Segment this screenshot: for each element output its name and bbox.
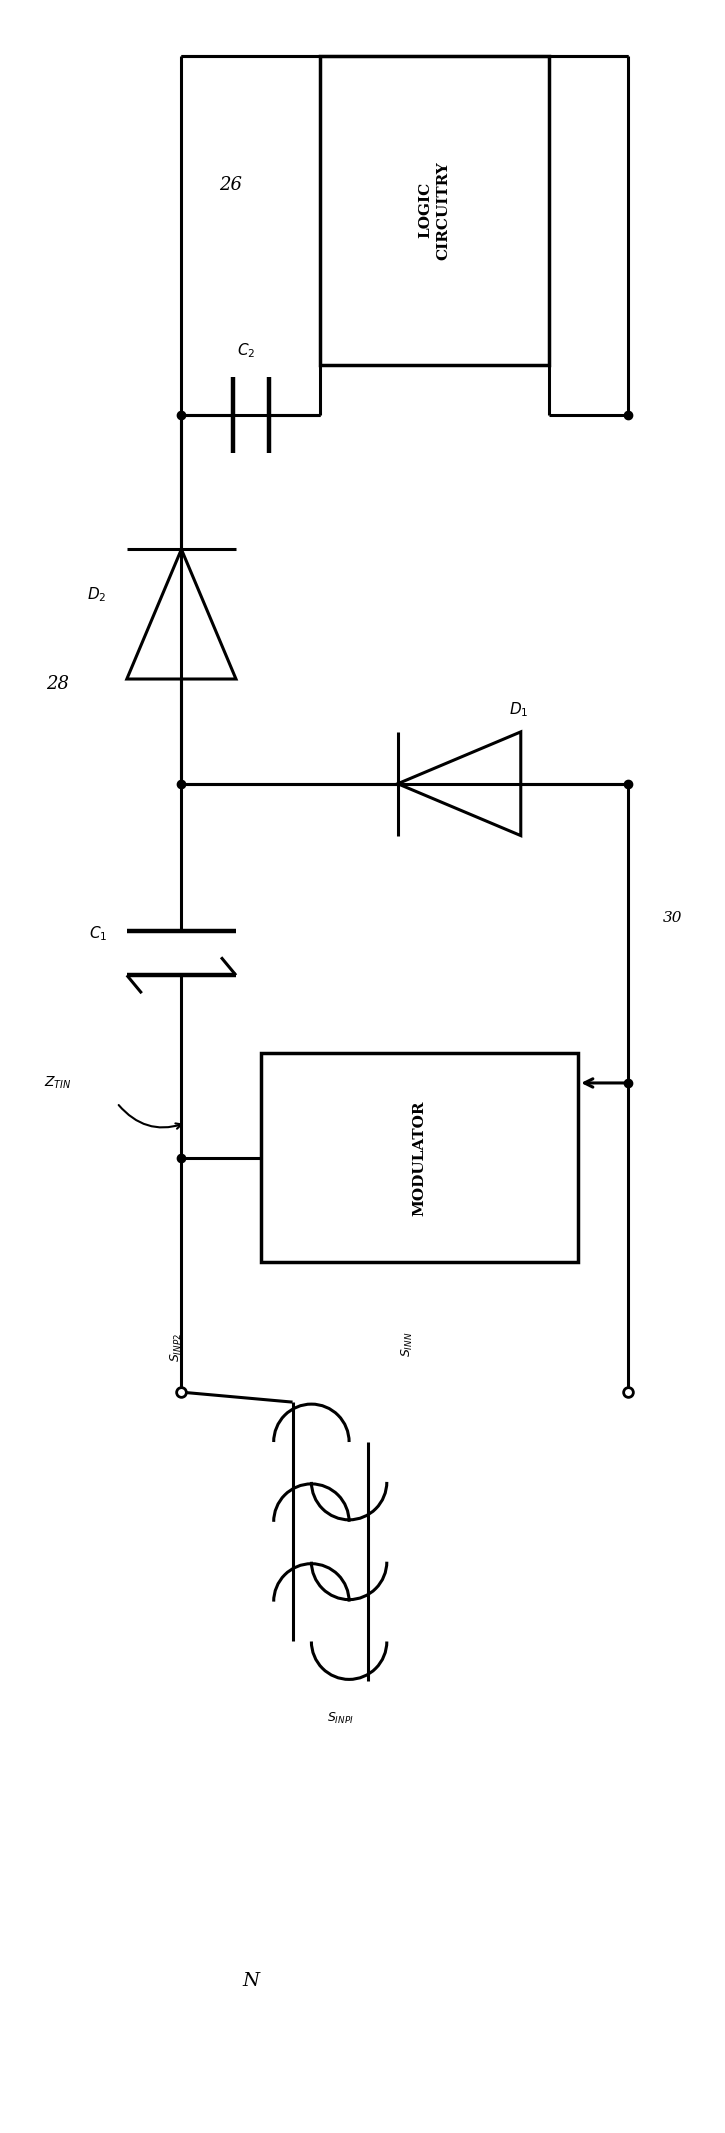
Bar (320, 55, 549, 365)
Text: $C_1$: $C_1$ (88, 924, 107, 943)
Text: $S_{INN}$: $S_{INN}$ (399, 1331, 415, 1357)
Text: $S_{INP2}$: $S_{INP2}$ (169, 1333, 184, 1363)
Text: $Z_{TIN}$: $Z_{TIN}$ (44, 1075, 71, 1092)
Text: MODULATOR: MODULATOR (413, 1101, 426, 1216)
Text: 28: 28 (46, 674, 69, 693)
Text: LOGIC
CIRCUITRY: LOGIC CIRCUITRY (418, 160, 451, 260)
Text: 26: 26 (220, 177, 243, 194)
Text: $D_2$: $D_2$ (87, 584, 107, 604)
Bar (261, 1054, 579, 1263)
Text: 30: 30 (663, 911, 682, 926)
Text: N: N (242, 1971, 260, 1990)
Text: $C_2$: $C_2$ (237, 341, 255, 360)
Text: $D_1$: $D_1$ (509, 700, 529, 719)
Text: $S_{INPI}$: $S_{INPI}$ (327, 1711, 354, 1726)
